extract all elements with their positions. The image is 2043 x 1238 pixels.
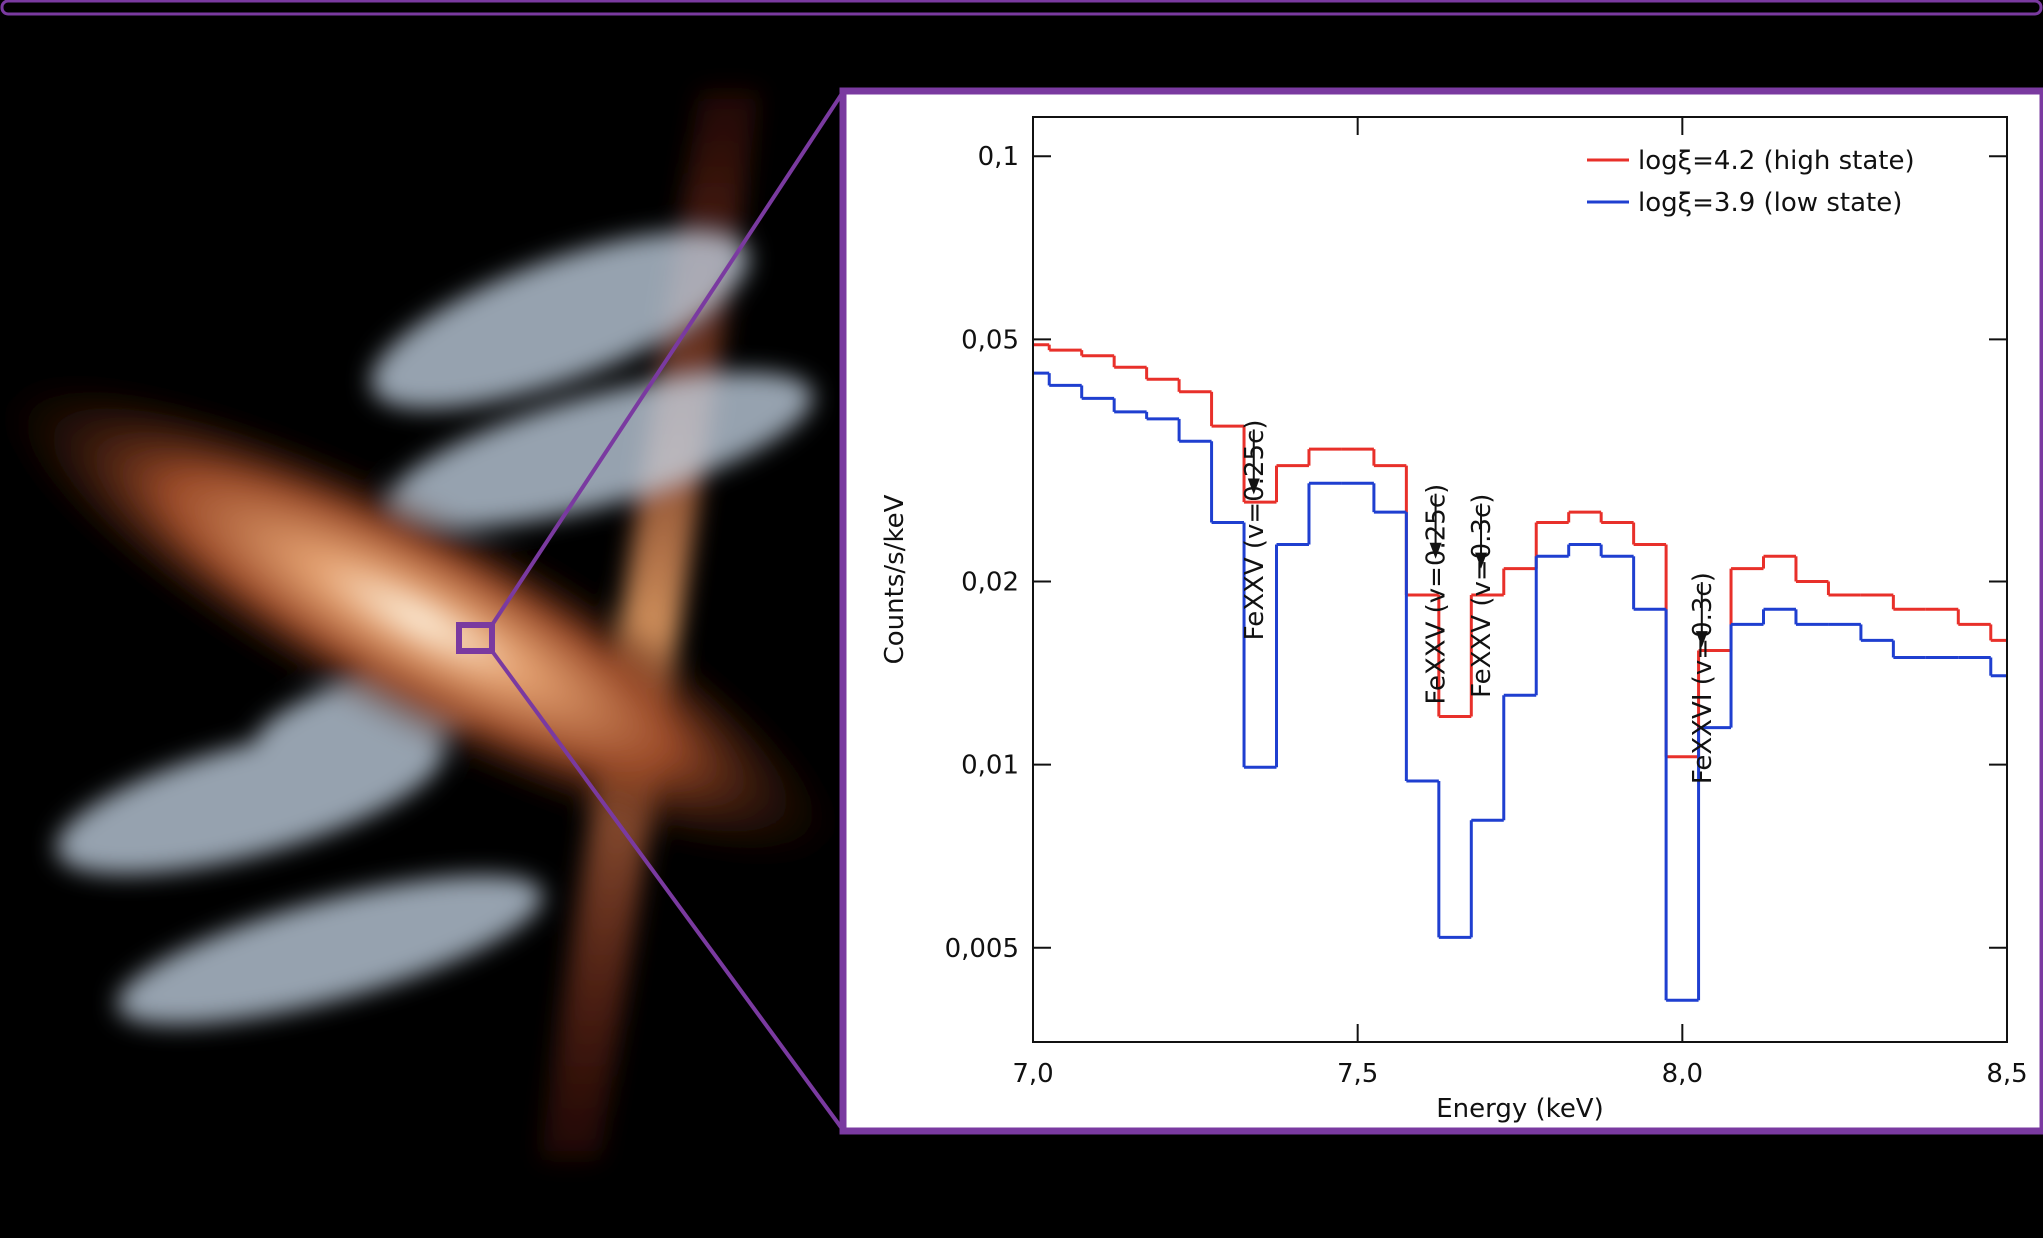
annotation-label: FeXXV (v=0.3c) bbox=[1467, 494, 1497, 698]
y-tick-label: 0,02 bbox=[961, 567, 1019, 597]
y-axis-label: Counts/s/keV bbox=[880, 494, 910, 664]
x-axis-label: Energy (keV) bbox=[1436, 1094, 1604, 1124]
y-tick-label: 0,1 bbox=[978, 142, 1019, 172]
x-tick-label: 8,5 bbox=[1986, 1059, 2027, 1089]
y-tick-label: 0,005 bbox=[945, 934, 1019, 964]
y-tick-label: 0,05 bbox=[961, 325, 1019, 355]
scene: 7,0 7,5 8,0 8,5 0,005 0,01 0,02 0,05 0,1 Energy (… bbox=[0, 0, 2043, 1238]
legend-label: logξ=4.2 (high state) bbox=[1638, 146, 1915, 176]
y-tick-label: 0,01 bbox=[961, 751, 1019, 781]
annotation-label: FeXXV (v=0.25c) bbox=[1240, 419, 1270, 640]
x-tick-label: 8,0 bbox=[1662, 1059, 1703, 1089]
annotation-label: FeXXVI (v=0.3c) bbox=[1688, 572, 1718, 784]
page: {"chart_data": { "type": "step", "xlabel… bbox=[0, 0, 2043, 1238]
annotation-label: FeXXV (v=0.25c) bbox=[1422, 484, 1452, 705]
x-tick-label: 7,0 bbox=[1012, 1059, 1053, 1089]
x-tick-label: 7,5 bbox=[1337, 1059, 1378, 1089]
legend-label: logξ=3.9 (low state) bbox=[1638, 188, 1902, 218]
